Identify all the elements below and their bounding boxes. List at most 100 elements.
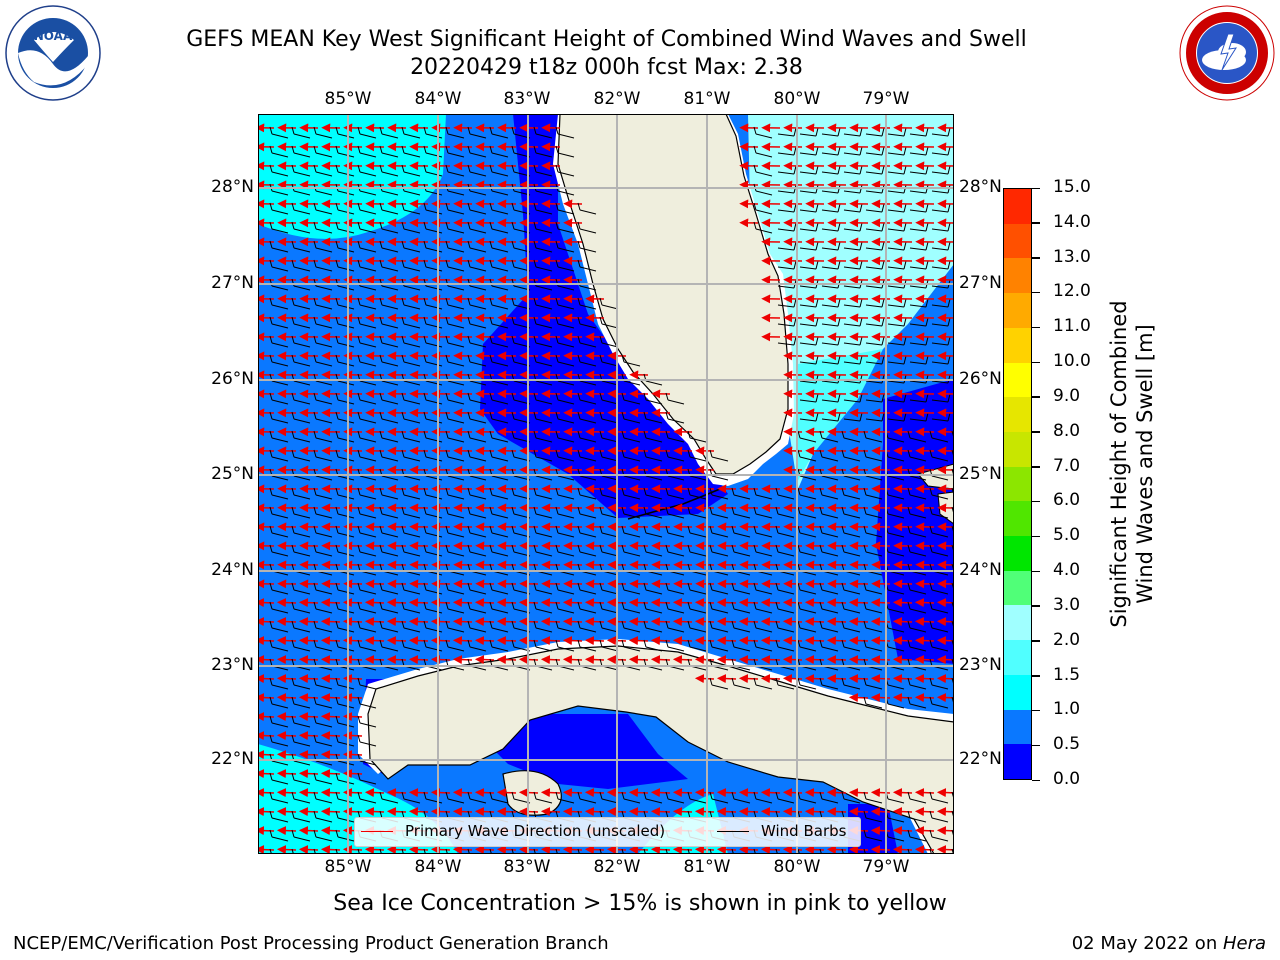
lon-label-top-84w: 84°W bbox=[414, 89, 462, 109]
colorbar-segment bbox=[1004, 293, 1031, 328]
wave-direction-arrow bbox=[298, 655, 319, 665]
lat-label-right-22n: 22°N bbox=[959, 749, 1002, 769]
lat-label-right-24n: 24°N bbox=[959, 560, 1002, 580]
colorbar-tick-mark bbox=[1032, 466, 1040, 468]
wind-barb bbox=[467, 126, 487, 139]
wind-barb bbox=[445, 430, 465, 443]
wave-direction-arrow bbox=[364, 788, 385, 798]
wave-direction-arrow bbox=[870, 788, 891, 798]
wind-barb bbox=[401, 221, 421, 234]
wave-direction-arrow bbox=[452, 617, 473, 627]
wave-direction-arrow bbox=[496, 598, 517, 608]
wind-barb bbox=[599, 297, 619, 310]
wave-direction-arrow bbox=[320, 636, 341, 646]
wind-barb bbox=[467, 506, 487, 519]
wind-barb bbox=[401, 411, 421, 424]
wind-barb bbox=[489, 316, 509, 329]
wave-direction-legend-label: Primary Wave Direction (unscaled) bbox=[405, 822, 666, 840]
wind-barb bbox=[599, 392, 619, 405]
wave-direction-arrow bbox=[364, 807, 385, 817]
wave-direction-arrow bbox=[892, 693, 913, 703]
wind-barb bbox=[865, 336, 885, 346]
wind-barb bbox=[863, 487, 883, 500]
wind-barb bbox=[863, 601, 883, 614]
wave-direction-arrow bbox=[694, 617, 715, 627]
wind-barb bbox=[467, 240, 487, 253]
wind-barb bbox=[489, 487, 509, 500]
wind-barb bbox=[291, 544, 311, 557]
colorbar bbox=[1003, 188, 1032, 780]
wind-barb bbox=[555, 202, 575, 215]
wave-direction-arrow bbox=[430, 788, 451, 798]
wind-barb bbox=[379, 221, 399, 234]
wave-direction-arrow bbox=[870, 674, 891, 684]
wave-direction-arrow bbox=[408, 636, 429, 646]
wind-barb bbox=[599, 487, 619, 500]
wind-barb bbox=[313, 392, 333, 405]
wave-direction-arrow bbox=[518, 617, 539, 627]
lat-label-right-27n: 27°N bbox=[959, 273, 1002, 293]
lat-label-right-26n: 26°N bbox=[959, 369, 1002, 389]
wind-barb bbox=[533, 525, 553, 538]
wind-barb bbox=[843, 336, 863, 346]
colorbar-segment bbox=[1004, 431, 1031, 467]
wind-barb bbox=[819, 449, 839, 462]
wind-barb bbox=[887, 260, 907, 270]
wave-direction-arrow bbox=[562, 807, 583, 817]
wind-barb bbox=[775, 601, 795, 614]
wind-barb bbox=[445, 240, 465, 253]
wave-direction-arrow bbox=[496, 845, 517, 854]
wind-barb bbox=[335, 202, 355, 215]
wind-barb bbox=[709, 506, 729, 519]
wind-barb bbox=[445, 259, 465, 272]
wind-barb bbox=[489, 411, 509, 424]
wind-barb bbox=[907, 430, 927, 443]
wind-barb bbox=[379, 582, 399, 595]
sea-ice-note: Sea Ice Concentration > 15% is shown in … bbox=[333, 891, 947, 916]
wind-barb bbox=[533, 145, 553, 158]
wind-barb bbox=[445, 202, 465, 215]
wave-direction-arrow bbox=[892, 598, 913, 608]
wind-barb bbox=[909, 222, 929, 232]
wind-barb bbox=[599, 335, 619, 348]
wind-barb bbox=[687, 487, 707, 500]
wind-barb bbox=[843, 393, 863, 403]
wave-direction-arrow bbox=[474, 655, 495, 665]
wind-barb bbox=[643, 525, 663, 538]
wave-direction-arrow bbox=[672, 845, 693, 854]
wind-barb bbox=[357, 202, 377, 215]
wave-direction-arrow bbox=[892, 807, 913, 817]
wave-direction-arrow bbox=[892, 674, 913, 684]
wave-direction-arrow bbox=[738, 636, 759, 646]
colorbar-title-line1: Significant Height of Combined bbox=[1107, 300, 1131, 628]
colorbar-segment bbox=[1004, 223, 1031, 259]
wind-barb bbox=[445, 297, 465, 310]
wind-barb bbox=[269, 582, 289, 595]
wind-barb bbox=[687, 430, 707, 443]
wave-direction-arrow bbox=[474, 807, 495, 817]
lat-label-left-28n: 28°N bbox=[211, 177, 254, 197]
colorbar-tick-mark bbox=[1032, 431, 1040, 433]
wave-direction-arrow bbox=[760, 807, 781, 817]
wave-direction-arrow bbox=[628, 617, 649, 627]
colorbar-segment bbox=[1004, 466, 1031, 502]
lat-label-left-24n: 24°N bbox=[211, 560, 254, 580]
wind-barb bbox=[423, 335, 443, 348]
lon-label-bottom-83w: 83°W bbox=[503, 857, 551, 877]
wind-barb bbox=[819, 582, 839, 595]
wave-direction-arrow bbox=[760, 845, 781, 854]
wind-barb bbox=[445, 525, 465, 538]
wind-barb bbox=[599, 544, 619, 557]
wind-barb bbox=[489, 240, 509, 253]
wind-barb bbox=[909, 241, 929, 251]
wind-barb bbox=[777, 298, 797, 308]
wind-barb bbox=[887, 146, 907, 156]
wind-barb bbox=[799, 355, 819, 365]
wind-barb bbox=[379, 411, 399, 424]
wind-barb bbox=[401, 582, 421, 595]
wind-barb bbox=[401, 202, 421, 215]
wind-barb bbox=[907, 525, 927, 538]
wind-barb bbox=[643, 411, 663, 424]
wind-barb bbox=[467, 392, 487, 405]
wind-barb bbox=[929, 544, 949, 557]
